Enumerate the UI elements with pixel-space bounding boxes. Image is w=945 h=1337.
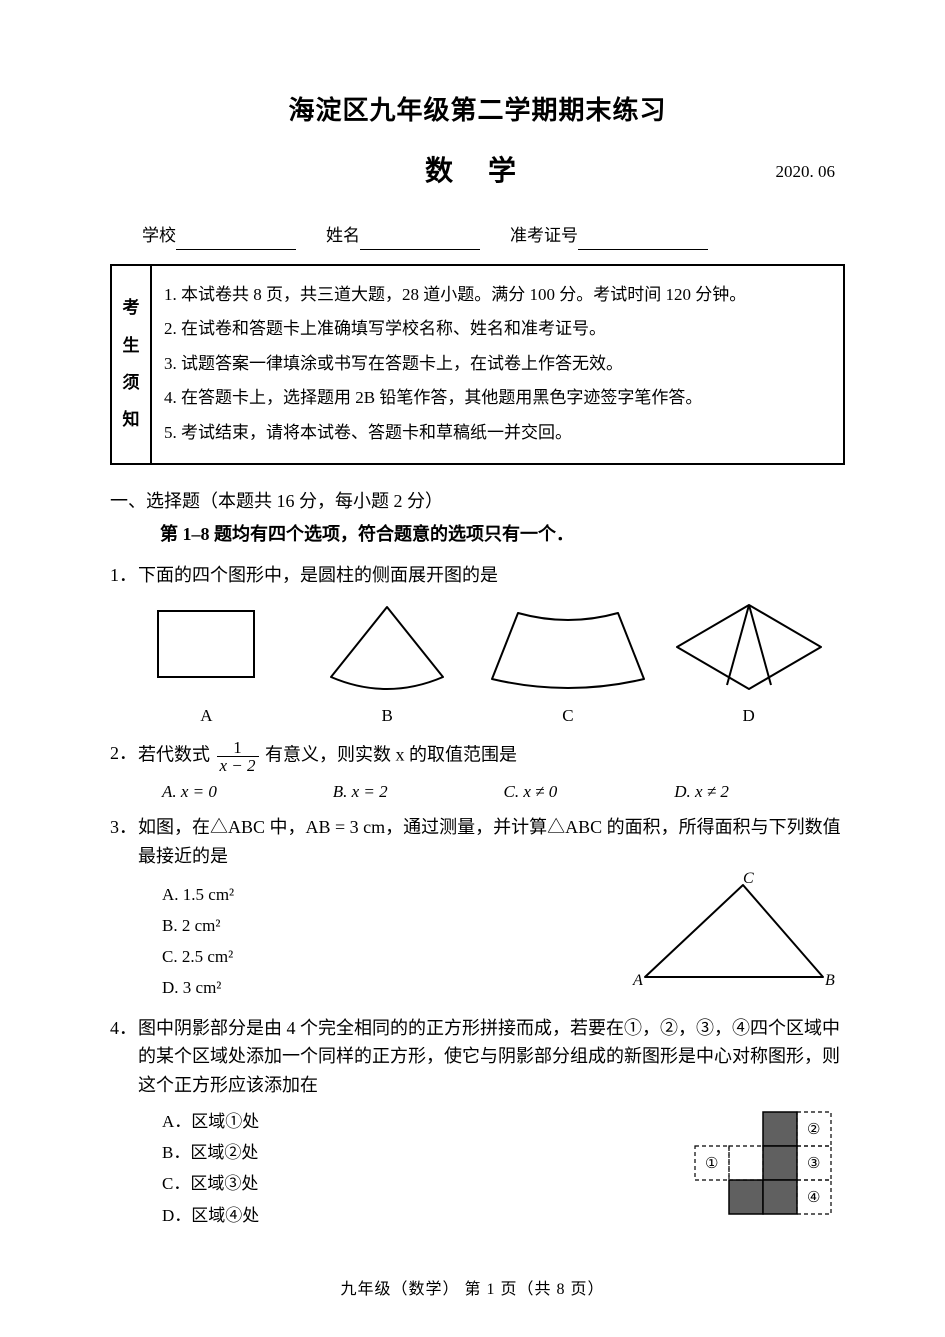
q3-opt-a: A. 1.5 cm²	[162, 881, 234, 908]
section-subheading: 第 1–8 题均有四个选项，符合题意的选项只有一个．	[160, 520, 845, 549]
shape-a	[116, 597, 297, 702]
notice-item: 5. 考试结束，请将本试卷、答题卡和草稿纸一并交回。	[164, 418, 831, 449]
q3-figure: A B C	[625, 871, 835, 1000]
curved-trapezoid-icon	[478, 597, 658, 693]
label-a: A	[116, 702, 297, 729]
vertex-b: B	[825, 972, 835, 989]
q3-options: A. 1.5 cm² B. 2 cm² C. 2.5 cm² D. 3 cm²	[162, 877, 234, 1006]
label-c: C	[478, 702, 659, 729]
id-blank[interactable]	[578, 230, 708, 250]
exam-date: 2020. 06	[776, 158, 836, 185]
side-char: 须	[123, 364, 140, 401]
notice-item: 1. 本试卷共 8 页，共三道大题，28 道小题。满分 100 分。考试时间 1…	[164, 280, 831, 311]
student-info-row: 学校 姓名 准考证号	[110, 222, 845, 249]
side-char: 生	[123, 327, 140, 364]
notice-item: 4. 在答题卡上，选择题用 2B 铅笔作答，其他题用黑色字迹签字笔作答。	[164, 383, 831, 414]
id-field: 准考证号	[510, 222, 708, 249]
question-1: 1． 下面的四个图形中，是圆柱的侧面展开图的是 A	[110, 561, 845, 729]
region-1: ①	[705, 1156, 718, 1172]
q3-text: 如图，在△ABC 中，AB = 3 cm，通过测量，并计算△ABC 的面积，所得…	[138, 813, 845, 871]
vertex-a: A	[632, 972, 643, 989]
q4-options: A．区域①处 B．区域②处 C．区域③处 D．区域④处	[162, 1104, 259, 1233]
question-4: 4． 图中阴影部分是由 4 个完全相同的的正方形拼接而成，若要在①，②，③，④四…	[110, 1014, 845, 1235]
notice-item: 2. 在试卷和答题卡上准确填写学校名称、姓名和准考证号。	[164, 314, 831, 345]
q2-opt-a: A. x = 0	[162, 778, 333, 805]
q3-opt-d: D. 3 cm²	[162, 974, 234, 1001]
q1-shapes	[116, 600, 839, 698]
frac-num: 1	[217, 739, 259, 757]
q4-opt-a: A．区域①处	[162, 1108, 259, 1135]
label-b: B	[297, 702, 478, 729]
frac-den: x − 2	[217, 757, 259, 774]
q4-figure: ② ① ③ ④	[691, 1106, 841, 1235]
label-d: D	[658, 702, 839, 729]
question-2: 2． 若代数式 1 x − 2 有意义，则实数 x 的取值范围是 A. x = …	[110, 739, 845, 805]
q3-number: 3．	[110, 813, 138, 842]
section-heading: 一、选择题（本题共 16 分，每小题 2 分）	[110, 487, 845, 516]
q2-opt-c: C. x ≠ 0	[504, 778, 675, 805]
name-label: 姓名	[326, 222, 360, 249]
q1-labels: A B C D	[116, 702, 839, 729]
notice-item: 3. 试题答案一律填涂或书写在答题卡上，在试卷上作答无效。	[164, 349, 831, 380]
q2-opt-b: B. x = 2	[333, 778, 504, 805]
q4-opt-b: B．区域②处	[162, 1139, 259, 1166]
q1-text: 下面的四个图形中，是圆柱的侧面展开图的是	[138, 561, 845, 590]
q2-number: 2．	[110, 739, 138, 768]
q3-opt-b: B. 2 cm²	[162, 912, 234, 939]
school-blank[interactable]	[176, 230, 296, 250]
q1-number: 1．	[110, 561, 138, 590]
subject: 数 学	[425, 156, 530, 187]
name-blank[interactable]	[360, 230, 480, 250]
region-2: ②	[807, 1122, 820, 1138]
q4-opt-c: C．区域③处	[162, 1170, 259, 1197]
school-label: 学校	[142, 222, 176, 249]
school-field: 学校	[142, 222, 296, 249]
region-3: ③	[807, 1156, 820, 1172]
q3-opt-c: C. 2.5 cm²	[162, 943, 234, 970]
triangle-icon: A B C	[625, 871, 835, 991]
q4-text: 图中阴影部分是由 4 个完全相同的的正方形拼接而成，若要在①，②，③，④四个区域…	[138, 1014, 845, 1100]
notice-list: 1. 本试卷共 8 页，共三道大题，28 道小题。满分 100 分。考试时间 1…	[152, 266, 843, 463]
shape-c	[478, 597, 659, 702]
fraction: 1 x − 2	[217, 739, 259, 774]
q2-opt-d: D. x ≠ 2	[674, 778, 845, 805]
side-char: 考	[123, 289, 140, 326]
shape-b	[297, 597, 478, 702]
q2-text-before: 若代数式	[138, 745, 215, 765]
shape-d	[658, 597, 839, 702]
subject-row: 数 学 2020. 06	[110, 150, 845, 195]
notice-box: 考 生 须 知 1. 本试卷共 8 页，共三道大题，28 道小题。满分 100 …	[110, 264, 845, 465]
square-grid-icon: ② ① ③ ④	[691, 1106, 841, 1226]
name-field: 姓名	[326, 222, 480, 249]
rhombus-cone-icon	[669, 597, 829, 693]
exam-title: 海淀区九年级第二学期期末练习	[110, 90, 845, 132]
vertex-c: C	[743, 871, 754, 887]
q2-options: A. x = 0 B. x = 2 C. x ≠ 0 D. x ≠ 2	[162, 778, 845, 805]
q4-opt-d: D．区域④处	[162, 1202, 259, 1229]
q2-text: 若代数式 1 x − 2 有意义，则实数 x 的取值范围是	[138, 739, 845, 774]
q4-number: 4．	[110, 1014, 138, 1043]
region-4: ④	[807, 1190, 820, 1206]
question-3: 3． 如图，在△ABC 中，AB = 3 cm，通过测量，并计算△ABC 的面积…	[110, 813, 845, 1005]
notice-side: 考 生 须 知	[112, 266, 152, 463]
sector-icon	[307, 597, 467, 693]
id-label: 准考证号	[510, 222, 578, 249]
q2-text-after: 有意义，则实数 x 的取值范围是	[265, 745, 517, 765]
side-char: 知	[123, 401, 140, 438]
page-footer: 九年级（数学） 第 1 页（共 8 页）	[0, 1277, 945, 1303]
rectangle-icon	[146, 597, 266, 693]
